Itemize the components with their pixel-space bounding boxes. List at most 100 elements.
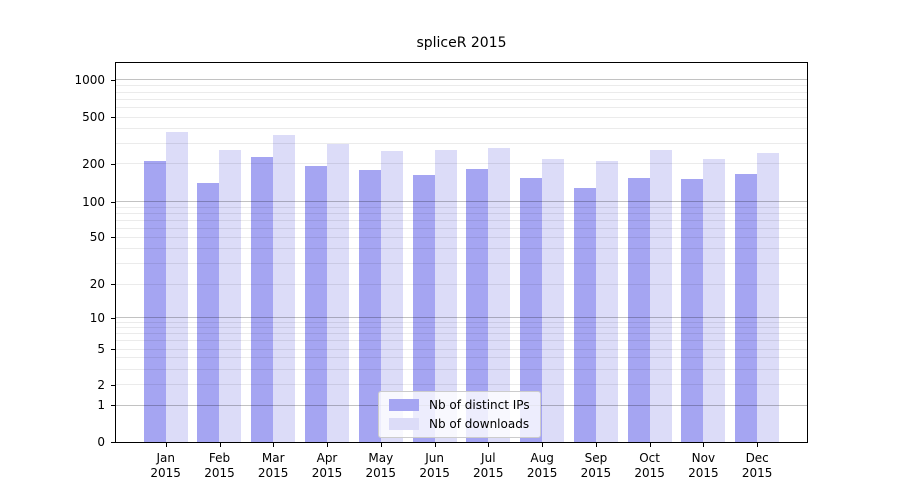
gridline	[116, 142, 807, 144]
x-tick-label: Jun 2015	[403, 451, 467, 481]
y-tick	[111, 442, 115, 443]
x-tick	[542, 443, 544, 447]
x-tick-label-line: Nov	[691, 451, 716, 465]
bar-downloads	[219, 149, 242, 442]
x-tick-label: Jan 2015	[134, 451, 198, 481]
y-tick	[111, 349, 115, 351]
x-tick-label: Nov 2015	[671, 451, 735, 481]
gridline	[116, 79, 807, 81]
y-tick-label: 0	[97, 435, 105, 449]
y-tick-label: 1000	[74, 72, 105, 87]
gridline	[116, 219, 807, 221]
bar-distinct-ips	[412, 175, 435, 442]
bar-distinct-ips	[573, 188, 596, 442]
x-tick	[703, 443, 705, 447]
x-tick-label: Jul 2015	[456, 451, 520, 481]
bar-distinct-ips	[251, 157, 274, 442]
bar-downloads	[165, 131, 188, 442]
x-tick-label-line: Dec	[745, 451, 769, 465]
bar-downloads	[542, 159, 565, 442]
bar-distinct-ips	[520, 177, 543, 442]
y-tick	[111, 117, 115, 119]
legend-item-downloads: Nb of downloads	[389, 417, 530, 431]
y-tick	[111, 79, 115, 81]
x-tick-label-line: 2015	[365, 466, 397, 480]
gridline	[116, 227, 807, 229]
x-tick-label: May 2015	[349, 451, 413, 481]
y-tick-label: 1	[97, 398, 105, 413]
x-tick-label: Dec 2015	[725, 451, 789, 481]
x-tick-label: Apr 2015	[295, 451, 359, 481]
x-tick	[273, 443, 275, 447]
y-tick	[111, 284, 115, 285]
y-tick	[111, 237, 115, 239]
gridline	[116, 333, 807, 335]
plot-area	[115, 62, 808, 443]
gridline	[116, 107, 807, 108]
bar-downloads	[757, 152, 780, 442]
legend: Nb of distinct IPs Nb of downloads	[378, 391, 541, 438]
gridline	[116, 262, 807, 264]
gridline	[116, 283, 807, 285]
bar-downloads	[273, 134, 296, 442]
x-tick-label-line: Aug	[530, 451, 554, 465]
chart-title: spliceR 2015	[416, 35, 507, 51]
x-tick	[327, 443, 328, 447]
x-tick	[488, 443, 490, 447]
bar-downloads	[434, 150, 457, 442]
bar-distinct-ips	[466, 169, 489, 442]
y-tick-label: 500	[82, 110, 105, 125]
gridline	[116, 317, 807, 319]
bar-distinct-ips	[197, 183, 220, 442]
x-tick-label-line: May	[368, 451, 394, 465]
x-tick	[434, 443, 436, 447]
y-tick-label: 50	[89, 230, 105, 245]
x-tick-label-line: 2015	[741, 466, 773, 480]
gridline	[116, 212, 807, 214]
gridline	[116, 163, 807, 165]
x-tick-label-line: 2015	[688, 466, 719, 480]
x-tick-label: Feb 2015	[188, 451, 252, 481]
y-tick-label: 10	[89, 310, 105, 325]
x-tick-label-line: Oct	[639, 451, 660, 465]
gridline	[116, 128, 807, 130]
bar-distinct-ips	[735, 173, 758, 442]
gridline	[116, 85, 807, 87]
x-tick-label-line: Mar	[261, 451, 285, 465]
x-tick-label-line: Jul	[481, 451, 496, 465]
legend-label-downloads: Nb of downloads	[429, 417, 530, 431]
x-tick-label-line: 2015	[473, 466, 504, 480]
x-tick-label-line: 2015	[311, 466, 343, 480]
y-tick	[111, 317, 115, 319]
bar-distinct-ips	[681, 178, 704, 442]
x-tick	[219, 443, 221, 447]
x-tick-label-line: Feb	[208, 451, 231, 465]
y-tick-label: 20	[89, 277, 105, 291]
x-tick	[595, 443, 597, 447]
legend-label-distinct-ips: Nb of distinct IPs	[429, 398, 530, 412]
gridline	[116, 321, 807, 323]
bar-downloads	[327, 143, 349, 442]
bar-downloads	[380, 151, 403, 442]
legend-swatch-distinct-ips	[389, 399, 419, 411]
bar-distinct-ips	[305, 166, 327, 442]
x-tick-label-line: 2015	[257, 466, 289, 480]
y-tick-label: 100	[82, 194, 105, 209]
gridline	[116, 348, 807, 350]
gridline	[116, 384, 807, 386]
x-tick-label-line: 2015	[204, 466, 235, 480]
gridline	[116, 248, 807, 250]
y-tick	[111, 405, 115, 407]
gridline	[116, 98, 807, 100]
gridline	[116, 116, 807, 118]
x-tick-label-line: Jun	[425, 451, 444, 465]
bar-distinct-ips	[358, 170, 381, 442]
gridline	[116, 357, 807, 359]
x-tick-label-line: Sep	[584, 451, 608, 465]
y-tick	[111, 163, 115, 165]
y-tick-label: 5	[97, 342, 105, 357]
y-tick	[111, 201, 115, 203]
x-tick	[165, 443, 167, 447]
gridline	[116, 91, 807, 93]
